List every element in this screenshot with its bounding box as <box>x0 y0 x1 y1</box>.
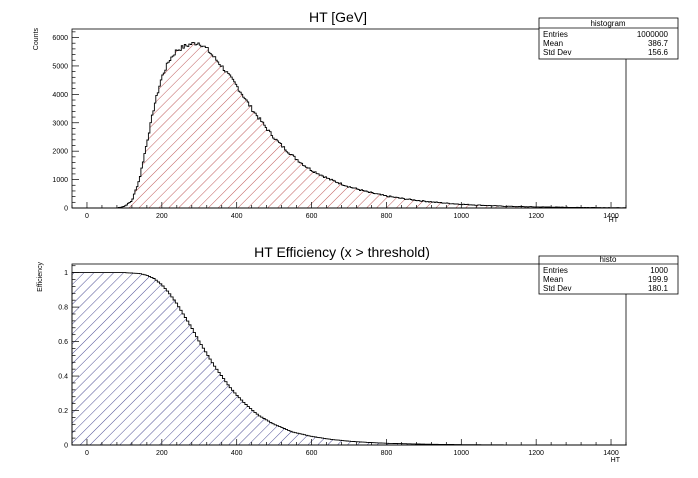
x-tick-label: 0 <box>85 450 89 457</box>
stats-box: histogram Entries 1000000 Mean 386.7 Std… <box>538 17 679 60</box>
y-tick-label: 1000 <box>52 177 68 184</box>
y-tick-label: 5000 <box>52 63 68 70</box>
x-tick-label: 600 <box>306 213 318 220</box>
stats-label-entries: Entries <box>543 30 568 39</box>
x-axis-label: HT <box>609 217 619 224</box>
stats-box-title: histo <box>600 255 617 264</box>
y-tick-label: 4000 <box>52 92 68 99</box>
stats-value-entries: 1000000 <box>637 30 669 39</box>
histogram-series <box>72 41 627 209</box>
y-tick-label: 0 <box>64 443 68 450</box>
chart-title: HT [GeV] <box>309 9 367 25</box>
axes: 0 200 400 600 800 1000 1200 1400 0 0.2 0.4 0.6 0.8 1 <box>58 263 627 457</box>
stats-box-title: histogram <box>590 19 625 28</box>
x-tick-label: 1400 <box>603 213 619 220</box>
x-tick-label: 400 <box>231 450 243 457</box>
x-tick-label: 200 <box>156 450 168 457</box>
stats-value-mean: 199.9 <box>648 275 669 284</box>
x-tick-label: 0 <box>85 213 89 220</box>
x-tick-label: 200 <box>156 213 168 220</box>
y-axis-label: Efficiency <box>37 262 44 292</box>
plot-frame <box>71 28 627 209</box>
chart-title: HT Efficiency (x > threshold) <box>254 244 430 260</box>
x-tick-label: 1200 <box>528 213 544 220</box>
plot-frame <box>71 263 627 446</box>
ht-histogram-panel: HT [GeV] Counts HT 0 200 400 600 800 1000 1200… <box>33 9 679 224</box>
x-tick-label: 1000 <box>454 213 470 220</box>
y-tick-label: 2000 <box>52 149 68 156</box>
plot-area <box>72 41 627 209</box>
stats-label-stddev: Std Dev <box>543 284 571 293</box>
stats-box: histo Entries 1000 Mean 199.9 Std Dev 18… <box>538 255 679 295</box>
plot-area <box>71 272 627 446</box>
y-tick-label: 0.2 <box>58 408 68 415</box>
y-tick-label: 3000 <box>52 120 68 127</box>
y-tick-label: 0.6 <box>58 339 68 346</box>
ht-efficiency-panel: HT Efficiency (x > threshold) Efficiency… <box>37 244 679 464</box>
x-tick-label: 1400 <box>603 450 619 457</box>
y-tick-label: 0.8 <box>58 305 68 312</box>
stats-value-mean: 386.7 <box>648 39 669 48</box>
x-tick-label: 400 <box>231 213 243 220</box>
x-tick-label: 1000 <box>454 450 470 457</box>
stats-label-mean: Mean <box>543 39 563 48</box>
x-tick-label: 600 <box>306 450 318 457</box>
y-tick-label: 1 <box>64 270 68 277</box>
y-tick-label: 6000 <box>52 35 68 42</box>
y-tick-label: 0.4 <box>58 374 68 381</box>
y-axis-label: Counts <box>33 28 40 51</box>
x-axis-label: HT <box>611 457 621 464</box>
axes: 0 200 400 600 800 1000 1200 1400 0 1000 2000 3000 40… <box>52 28 627 220</box>
stats-value-entries: 1000 <box>650 266 668 275</box>
x-tick-label: 800 <box>381 450 393 457</box>
stats-label-entries: Entries <box>543 266 568 275</box>
y-tick-label: 0 <box>64 206 68 213</box>
stats-value-stddev: 156.6 <box>648 48 669 57</box>
stats-label-mean: Mean <box>543 275 563 284</box>
stats-value-stddev: 180.1 <box>648 284 669 293</box>
x-tick-label: 800 <box>381 213 393 220</box>
histogram-series <box>71 272 627 446</box>
stats-label-stddev: Std Dev <box>543 48 571 57</box>
x-tick-label: 1200 <box>528 450 544 457</box>
